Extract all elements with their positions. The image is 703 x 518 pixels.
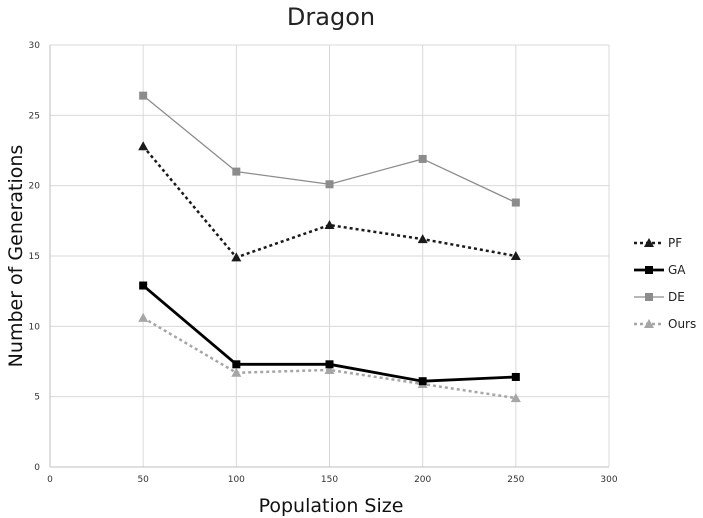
y-tick-label: 15 [29, 252, 40, 262]
series-line-pf [142, 145, 517, 259]
data-point-ours [324, 364, 335, 374]
series-de [139, 91, 520, 207]
legend-item-ours: Ours [634, 317, 696, 331]
data-point-ga [325, 360, 334, 369]
x-tick-label: 200 [414, 475, 431, 485]
data-point-de [511, 198, 520, 207]
data-point-pf [231, 252, 242, 262]
x-tick-label: 0 [47, 475, 53, 485]
x-tick-label: 150 [321, 475, 338, 485]
data-point-ga [139, 281, 148, 290]
series [138, 91, 521, 403]
data-point-de [232, 167, 241, 176]
series-line-ours [142, 316, 517, 400]
y-tick-label: 5 [34, 393, 40, 403]
y-tick-label: 20 [29, 182, 41, 192]
legend-item-ga: GA [634, 263, 686, 277]
legend-swatch-marker [644, 238, 654, 247]
data-point-ga [418, 377, 427, 386]
legend: PF GA DE Ours [634, 236, 696, 331]
series-ours [138, 312, 521, 403]
data-point-ours [510, 393, 521, 403]
data-point-de [139, 91, 148, 100]
data-point-de [325, 180, 334, 189]
x-tick-label: 300 [600, 475, 617, 485]
series-pf [138, 141, 521, 262]
legend-swatch-marker [644, 319, 654, 328]
x-tick-label: 100 [228, 475, 245, 485]
data-point-pf [417, 234, 428, 244]
y-tick-label: 30 [29, 41, 41, 51]
data-point-pf [324, 220, 335, 230]
y-tick-label: 10 [29, 322, 41, 332]
legend-label: Ours [668, 317, 696, 331]
data-point-ga [511, 372, 520, 381]
grid [50, 44, 610, 467]
legend-swatch-marker [645, 266, 653, 274]
x-tick-label: 250 [507, 475, 524, 485]
legend-label: DE [668, 290, 685, 304]
y-axis-title: Number of Generations [5, 145, 27, 368]
data-point-ga [232, 360, 241, 369]
data-point-ours [138, 312, 149, 322]
legend-label: PF [668, 236, 682, 250]
y-tick-label: 25 [29, 111, 40, 121]
data-point-ours [231, 367, 242, 377]
data-point-pf [510, 251, 521, 260]
y-tick-label: 0 [34, 463, 40, 473]
x-axis-title: Population Size [259, 495, 404, 517]
series-ga [139, 281, 520, 386]
legend-label: GA [668, 263, 686, 277]
data-point-de [418, 154, 427, 163]
data-point-pf [138, 141, 149, 151]
chart-title: Dragon [287, 3, 375, 31]
legend-swatch-marker [645, 293, 653, 301]
legend-item-de: DE [634, 290, 685, 304]
axes [49, 45, 609, 468]
x-tick-label: 50 [137, 475, 149, 485]
legend-item-pf: PF [634, 236, 682, 250]
